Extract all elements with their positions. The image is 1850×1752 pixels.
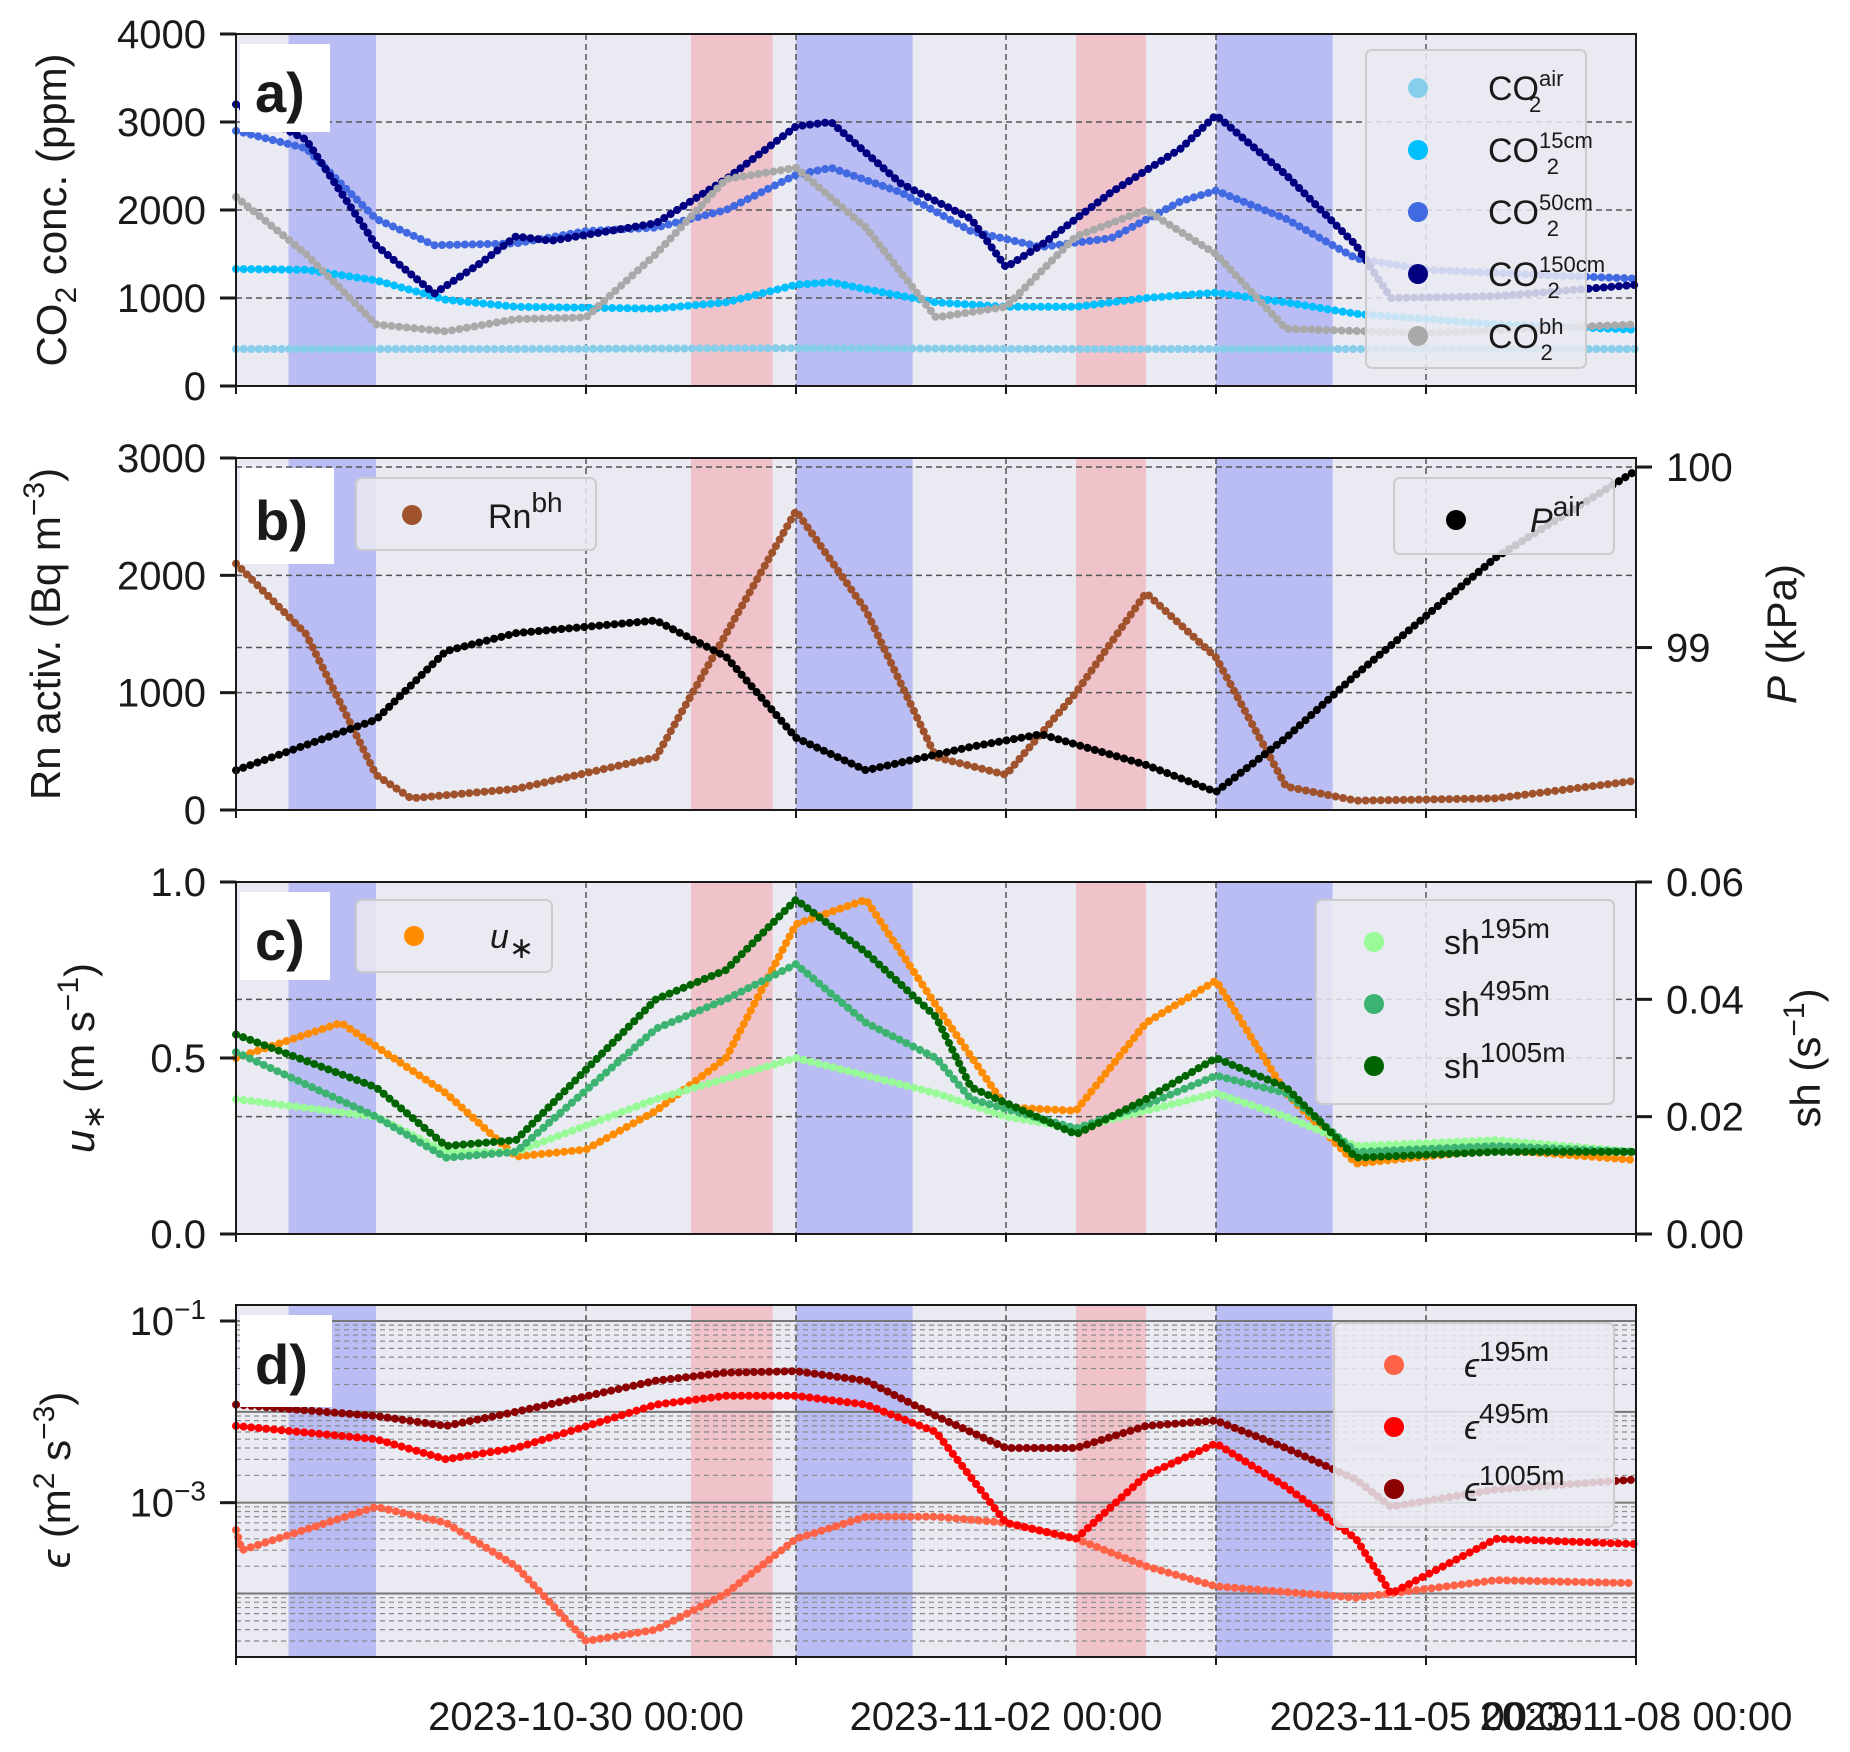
panel-b-label: b) bbox=[255, 489, 308, 552]
series-c-3 bbox=[232, 895, 1640, 1162]
panel-d-frame bbox=[235, 1304, 1637, 1658]
legend-marker-a-4 bbox=[1408, 326, 1428, 346]
panel-b-legend-right bbox=[1393, 477, 1615, 555]
panel-c-legend-right bbox=[1315, 899, 1615, 1105]
series-a-4 bbox=[232, 163, 1640, 338]
y2tick-label-c-3: 0.06 bbox=[1666, 861, 1744, 905]
panel-b-label-box bbox=[240, 468, 334, 564]
shade-blue-b-1 bbox=[796, 458, 913, 810]
legend-label-a-4: CObh 2 bbox=[1488, 314, 1563, 365]
ytick-label-a-4: 4000 bbox=[117, 13, 206, 57]
ytick-label-b-0: 0 bbox=[184, 789, 206, 833]
ytick-label-c-0: 0.0 bbox=[150, 1213, 206, 1257]
panel-a: 0 1000 2000 3000 4000 CO2 conc. (ppm) a) COa… bbox=[28, 13, 1640, 409]
shade-blue-a-1 bbox=[796, 34, 913, 386]
panel-c-ylabel-left: u∗ (m s−1) bbox=[52, 963, 111, 1153]
shade-red-d-0 bbox=[691, 1305, 773, 1657]
legend-marker-ustar bbox=[404, 926, 424, 946]
legend-marker-d-0 bbox=[1384, 1355, 1404, 1375]
panel-d-ylabel: ϵ (m2 s−3) bbox=[28, 1392, 79, 1569]
legend-label-p-air: Pair bbox=[1530, 491, 1584, 540]
series-c-1 bbox=[232, 1054, 1640, 1156]
legend-label-c-0: sh195m bbox=[1444, 913, 1550, 962]
panel-a-label: a) bbox=[255, 61, 305, 124]
panel-d: 10−3 10−1 ϵ (m2 s−3) d) ϵ195m ϵ495m ϵ1005m bbox=[28, 1294, 1640, 1658]
legend-label-d-1: ϵ495m bbox=[1464, 1398, 1549, 1447]
legend-marker-p-air bbox=[1446, 510, 1466, 530]
panel-d-legend bbox=[1333, 1322, 1615, 1528]
panel-b-frame bbox=[235, 457, 1637, 811]
panel-c-legend-left bbox=[355, 899, 553, 973]
legend-marker-a-2 bbox=[1408, 202, 1428, 222]
shade-red-b-0 bbox=[691, 458, 773, 810]
legend-label-a-1: CO15cm 2 bbox=[1488, 128, 1593, 179]
legend-label-ustar: u∗ bbox=[490, 918, 534, 965]
series-a-2 bbox=[232, 126, 1640, 283]
ytick-label-d-1: 10−1 bbox=[130, 1294, 206, 1344]
panel-a-ylabel: CO2 conc. (ppm) bbox=[28, 53, 83, 366]
shade-blue-d-1 bbox=[796, 1305, 913, 1657]
panel-d-label-box bbox=[240, 1315, 332, 1407]
panel-c-ylabel-right: sh (s−1) bbox=[1778, 988, 1829, 1127]
legend-marker-c-0 bbox=[1364, 932, 1384, 952]
series-a-1 bbox=[232, 265, 1640, 334]
panel-b: 0 1000 2000 3000 99 100 Rn activ. (Bq m−3) P … bbox=[18, 437, 1805, 833]
legend-label-a-0: COair 2 bbox=[1488, 66, 1563, 117]
panel-c-label: c) bbox=[255, 909, 305, 972]
x-axis-ticks: 2023-10-30 00:00 2023-11-02 00:00 2023-11-… bbox=[235, 386, 1793, 1739]
ytick-label-a-0: 0 bbox=[184, 365, 206, 409]
legend-label-a-2: CO50cm 2 bbox=[1488, 190, 1593, 241]
panel-a-label-box bbox=[240, 44, 330, 132]
legend-label-d-2: ϵ1005m bbox=[1464, 1460, 1565, 1509]
y2tick-label-b-1: 100 bbox=[1666, 446, 1733, 490]
legend-marker-c-1 bbox=[1364, 994, 1384, 1014]
panel-c: 0.0 0.5 1.0 0.00 0.02 0.04 0.06 u∗ (m s−1) sh … bbox=[52, 861, 1829, 1257]
legend-marker-c-2 bbox=[1364, 1056, 1384, 1076]
ytick-label-a-2: 2000 bbox=[117, 189, 206, 233]
shade-blue-c-2 bbox=[1216, 882, 1333, 1234]
panel-b-legend-left bbox=[355, 477, 597, 551]
shade-red-d-1 bbox=[1076, 1305, 1146, 1657]
panel-b-ylabel-right: P (kPa) bbox=[1758, 564, 1805, 704]
xtick-label-1: 2023-11-02 00:00 bbox=[850, 1695, 1163, 1739]
series-b-0 bbox=[232, 506, 1640, 805]
ytick-label-b-3: 3000 bbox=[117, 437, 206, 481]
xtick-label-0: 2023-10-30 00:00 bbox=[428, 1695, 744, 1739]
legend-marker-a-1 bbox=[1408, 140, 1428, 160]
y2tick-label-c-0: 0.00 bbox=[1666, 1213, 1744, 1257]
xtick-label-2: 2023-11-05 00:00 bbox=[1270, 1695, 1583, 1739]
legend-marker-rn-bh bbox=[402, 505, 422, 525]
panel-b-ylabel-left: Rn activ. (Bq m−3) bbox=[18, 468, 69, 800]
ytick-label-d-0: 10−3 bbox=[130, 1476, 206, 1526]
legend-marker-d-1 bbox=[1384, 1417, 1404, 1437]
series-d-1 bbox=[232, 1391, 1640, 1598]
ytick-label-c-1: 0.5 bbox=[150, 1037, 206, 1081]
legend-marker-a-3 bbox=[1408, 264, 1428, 284]
series-a-3 bbox=[232, 100, 1640, 302]
panel-d-label: d) bbox=[255, 1333, 308, 1396]
legend-label-c-2: sh1005m bbox=[1444, 1037, 1566, 1086]
legend-marker-d-2 bbox=[1384, 1479, 1404, 1499]
y2tick-label-b-0: 99 bbox=[1666, 627, 1711, 671]
ytick-label-b-2: 2000 bbox=[117, 554, 206, 598]
shade-blue-b-2 bbox=[1216, 458, 1333, 810]
legend-label-rn-bh: Rnbh bbox=[488, 487, 563, 536]
legend-label-d-0: ϵ195m bbox=[1464, 1336, 1549, 1385]
legend-label-c-1: sh495m bbox=[1444, 975, 1550, 1024]
y2tick-label-c-2: 0.04 bbox=[1666, 978, 1744, 1022]
ytick-label-a-3: 3000 bbox=[117, 101, 206, 145]
shade-blue-c-1 bbox=[796, 882, 913, 1234]
ytick-label-b-1: 1000 bbox=[117, 672, 206, 716]
panel-c-label-box bbox=[240, 892, 330, 980]
panel-a-legend bbox=[1365, 49, 1587, 369]
y2tick-label-c-1: 0.02 bbox=[1666, 1096, 1744, 1140]
series-b-1 bbox=[232, 466, 1640, 796]
legend-label-a-3: CO150cm 2 bbox=[1488, 252, 1605, 303]
legend-marker-a-0 bbox=[1408, 78, 1428, 98]
xtick-label-3: 2023-11-08 00:00 bbox=[1480, 1695, 1793, 1739]
ytick-label-a-1: 1000 bbox=[117, 277, 206, 321]
series-d-0 bbox=[232, 1502, 1640, 1645]
ytick-label-c-2: 1.0 bbox=[150, 861, 206, 905]
